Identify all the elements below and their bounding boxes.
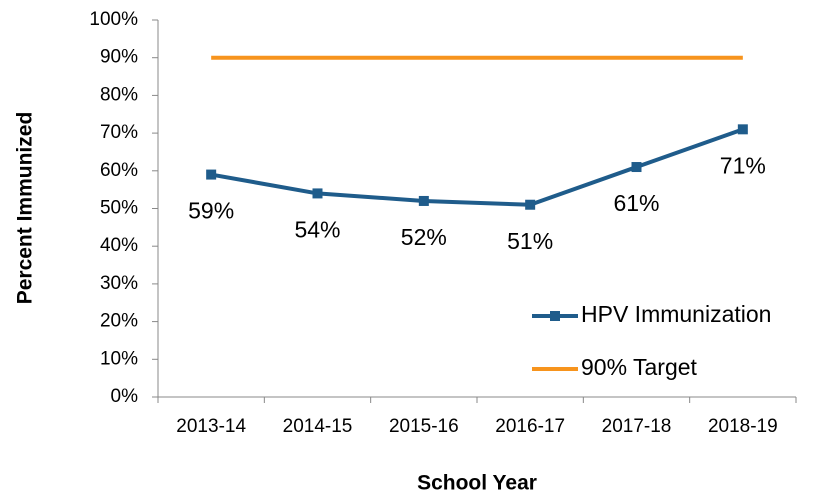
data-label: 61% xyxy=(613,190,659,216)
y-tick-label: 50% xyxy=(100,198,138,219)
x-tick-label: 2017-18 xyxy=(602,416,672,437)
marker xyxy=(631,162,642,173)
y-tick-label: 40% xyxy=(100,235,138,256)
y-tick-label: 10% xyxy=(100,348,138,369)
x-tick-label: 2018-19 xyxy=(708,416,778,437)
y-axis-title: Percent Immunized xyxy=(14,112,37,305)
marker xyxy=(312,188,323,199)
data-label: 52% xyxy=(401,224,447,250)
marker xyxy=(206,169,217,180)
y-tick-label: 80% xyxy=(100,84,138,105)
y-tick-label: 90% xyxy=(100,47,138,68)
x-axis-title: School Year xyxy=(417,472,537,495)
marker xyxy=(418,195,429,206)
y-tick-label: 70% xyxy=(100,122,138,143)
series-line xyxy=(210,127,744,207)
x-tick-label: 2013-14 xyxy=(176,416,246,437)
marker xyxy=(737,124,748,135)
legend-marker xyxy=(550,311,560,321)
x-tick-label: 2014-15 xyxy=(283,416,353,437)
data-label: 59% xyxy=(188,198,234,224)
x-tick-label: 2016-17 xyxy=(495,416,565,437)
data-label: 54% xyxy=(294,216,340,242)
y-tick-label: 0% xyxy=(111,386,139,407)
x-tick-label: 2015-16 xyxy=(389,416,459,437)
y-tick-label: 100% xyxy=(89,9,138,30)
legend-label: 90% Target xyxy=(581,354,698,380)
data-label: 71% xyxy=(720,152,766,178)
data-label: 51% xyxy=(507,228,553,254)
marker xyxy=(525,199,536,210)
legend-label: HPV Immunization xyxy=(581,301,771,327)
y-tick-label: 60% xyxy=(100,160,138,181)
y-tick-label: 20% xyxy=(100,311,138,332)
y-tick-label: 30% xyxy=(100,273,138,294)
